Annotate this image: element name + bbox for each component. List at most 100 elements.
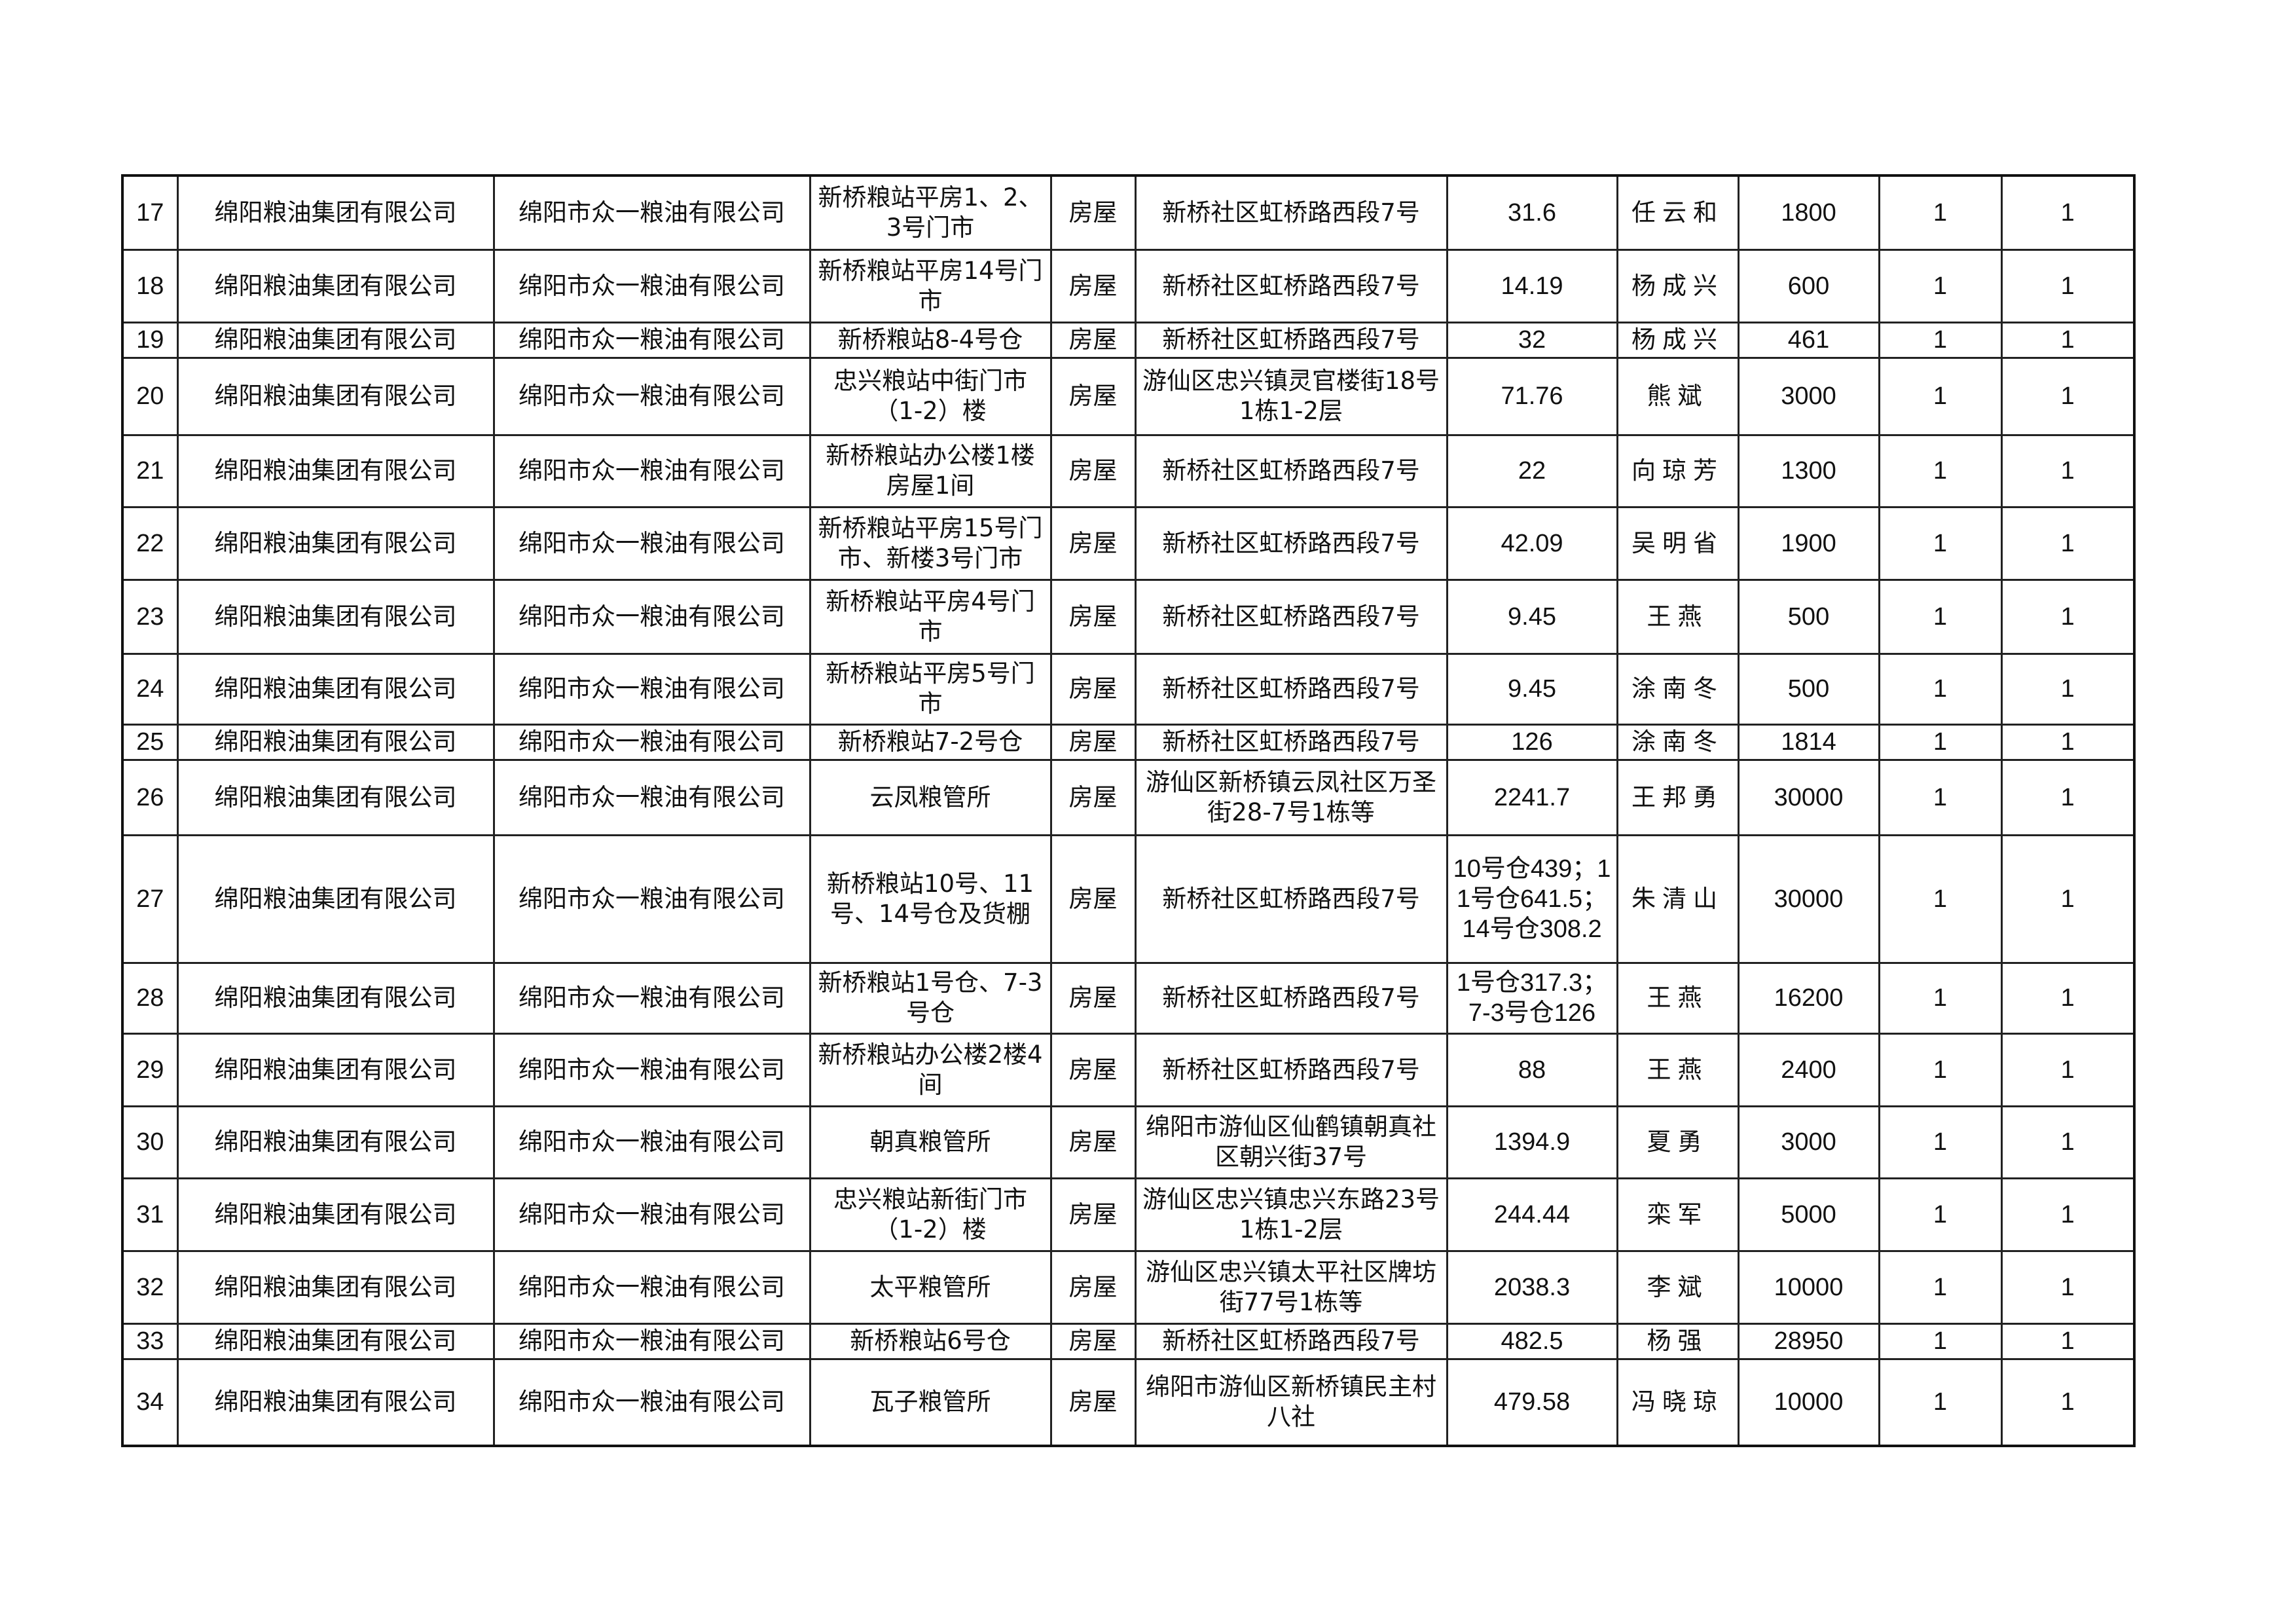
cell-asset: 新桥粮站6号仓 (809, 1322, 1052, 1360)
cell-location: 新桥社区虹桥路西段7号 (1134, 1322, 1448, 1360)
cell-type: 房屋 (1049, 356, 1137, 436)
cell-c2: 1 (2000, 1032, 2136, 1107)
cell-owner: 绵阳粮油集团有限公司 (176, 321, 495, 359)
cell-area: 1394.9 (1446, 1105, 1618, 1179)
cell-area: 71.76 (1446, 356, 1618, 436)
cell-c1: 1 (1878, 506, 2003, 581)
cell-type: 房屋 (1049, 961, 1137, 1035)
cell-c2: 1 (2000, 174, 2136, 251)
cell-type: 房屋 (1049, 1032, 1137, 1107)
table-row: 33 绵阳粮油集团有限公司 绵阳市众一粮油有限公司 新桥粮站6号仓 房屋 新桥社区虹桥路西… (121, 1322, 2136, 1360)
cell-no: 31 (121, 1177, 179, 1252)
cell-c1: 1 (1878, 652, 2003, 726)
cell-owner: 绵阳粮油集团有限公司 (176, 652, 495, 726)
cell-c2: 1 (2000, 1249, 2136, 1325)
cell-asset: 云凤粮管所 (809, 758, 1052, 836)
cell-owner: 绵阳粮油集团有限公司 (176, 723, 495, 761)
cell-c2: 1 (2000, 1357, 2136, 1447)
cell-c1: 1 (1878, 321, 2003, 359)
cell-asset: 朝真粮管所 (809, 1105, 1052, 1179)
cell-contact: 李斌 (1616, 1249, 1740, 1325)
cell-asset: 新桥粮站办公楼2楼4间 (809, 1032, 1052, 1107)
cell-no: 33 (121, 1322, 179, 1360)
cell-amount: 2400 (1737, 1032, 1880, 1107)
cell-lessee: 绵阳市众一粮油有限公司 (492, 1105, 811, 1179)
cell-amount: 500 (1737, 578, 1880, 655)
cell-c2: 1 (2000, 321, 2136, 359)
cell-no: 27 (121, 834, 179, 964)
cell-c1: 1 (1878, 174, 2003, 251)
cell-c1: 1 (1878, 1249, 2003, 1325)
cell-location: 新桥社区虹桥路西段7号 (1134, 723, 1448, 761)
cell-amount: 3000 (1737, 1105, 1880, 1179)
cell-type: 房屋 (1049, 652, 1137, 726)
cell-no: 19 (121, 321, 179, 359)
cell-location: 绵阳市游仙区仙鹤镇朝真社区朝兴街37号 (1134, 1105, 1448, 1179)
cell-contact: 熊斌 (1616, 356, 1740, 436)
cell-lessee: 绵阳市众一粮油有限公司 (492, 321, 811, 359)
cell-type: 房屋 (1049, 1105, 1137, 1179)
cell-c1: 1 (1878, 248, 2003, 323)
cell-lessee: 绵阳市众一粮油有限公司 (492, 1249, 811, 1325)
cell-owner: 绵阳粮油集团有限公司 (176, 1105, 495, 1179)
cell-lessee: 绵阳市众一粮油有限公司 (492, 723, 811, 761)
cell-amount: 10000 (1737, 1357, 1880, 1447)
cell-location: 新桥社区虹桥路西段7号 (1134, 834, 1448, 964)
cell-c2: 1 (2000, 652, 2136, 726)
cell-amount: 1300 (1737, 434, 1880, 508)
cell-area: 10号仓439；11号仓641.5；14号仓308.2 (1446, 834, 1618, 964)
cell-contact: 任云和 (1616, 174, 1740, 251)
cell-area: 1号仓317.3；7-3号仓126 (1446, 961, 1618, 1035)
cell-lessee: 绵阳市众一粮油有限公司 (492, 1322, 811, 1360)
cell-c1: 1 (1878, 1032, 2003, 1107)
cell-lessee: 绵阳市众一粮油有限公司 (492, 434, 811, 508)
cell-contact: 杨强 (1616, 1322, 1740, 1360)
cell-no: 24 (121, 652, 179, 726)
cell-location: 新桥社区虹桥路西段7号 (1134, 321, 1448, 359)
table-row: 26 绵阳粮油集团有限公司 绵阳市众一粮油有限公司 云凤粮管所 房屋 游仙区新桥镇云凤社区… (121, 758, 2136, 836)
cell-asset: 忠兴粮站中街门市（1-2）楼 (809, 356, 1052, 436)
cell-location: 新桥社区虹桥路西段7号 (1134, 248, 1448, 323)
cell-type: 房屋 (1049, 723, 1137, 761)
cell-location: 新桥社区虹桥路西段7号 (1134, 174, 1448, 251)
cell-c1: 1 (1878, 1105, 2003, 1179)
cell-asset: 新桥粮站平房4号门市 (809, 578, 1052, 655)
cell-amount: 30000 (1737, 834, 1880, 964)
cell-type: 房屋 (1049, 834, 1137, 964)
cell-c1: 1 (1878, 834, 2003, 964)
cell-c1: 1 (1878, 356, 2003, 436)
cell-asset: 瓦子粮管所 (809, 1357, 1052, 1447)
table-row: 17 绵阳粮油集团有限公司 绵阳市众一粮油有限公司 新桥粮站平房1、2、3号门市 房屋新… (121, 174, 2136, 251)
cell-asset: 新桥粮站7-2号仓 (809, 723, 1052, 761)
cell-no: 30 (121, 1105, 179, 1179)
cell-type: 房屋 (1049, 578, 1137, 655)
cell-c2: 1 (2000, 434, 2136, 508)
cell-location: 新桥社区虹桥路西段7号 (1134, 506, 1448, 581)
cell-contact: 吴明省 (1616, 506, 1740, 581)
cell-no: 21 (121, 434, 179, 508)
cell-contact: 涂南冬 (1616, 723, 1740, 761)
cell-amount: 500 (1737, 652, 1880, 726)
cell-c1: 1 (1878, 1177, 2003, 1252)
table-row: 18 绵阳粮油集团有限公司 绵阳市众一粮油有限公司 新桥粮站平房14号门市 房屋 新桥社区… (121, 248, 2136, 323)
cell-no: 20 (121, 356, 179, 436)
cell-no: 28 (121, 961, 179, 1035)
cell-lessee: 绵阳市众一粮油有限公司 (492, 652, 811, 726)
cell-no: 22 (121, 506, 179, 581)
cell-no: 29 (121, 1032, 179, 1107)
table-row: 27 绵阳粮油集团有限公司 绵阳市众一粮油有限公司 新桥粮站10号、11号、14号仓及… (121, 834, 2136, 964)
cell-lessee: 绵阳市众一粮油有限公司 (492, 1357, 811, 1447)
table-row: 34 绵阳粮油集团有限公司 绵阳市众一粮油有限公司 瓦子粮管所 房屋 绵阳市游仙区新桥镇民… (121, 1357, 2136, 1447)
cell-c2: 1 (2000, 356, 2136, 436)
cell-c1: 1 (1878, 961, 2003, 1035)
cell-contact: 杨成兴 (1616, 248, 1740, 323)
cell-type: 房屋 (1049, 174, 1137, 251)
cell-type: 房屋 (1049, 248, 1137, 323)
cell-contact: 杨成兴 (1616, 321, 1740, 359)
cell-amount: 5000 (1737, 1177, 1880, 1252)
cell-type: 房屋 (1049, 1322, 1137, 1360)
cell-location: 新桥社区虹桥路西段7号 (1134, 434, 1448, 508)
cell-area: 42.09 (1446, 506, 1618, 581)
cell-asset: 新桥粮站平房5号门市 (809, 652, 1052, 726)
table-row: 32 绵阳粮油集团有限公司 绵阳市众一粮油有限公司 太平粮管所 房屋 游仙区忠兴镇太平社区… (121, 1249, 2136, 1325)
